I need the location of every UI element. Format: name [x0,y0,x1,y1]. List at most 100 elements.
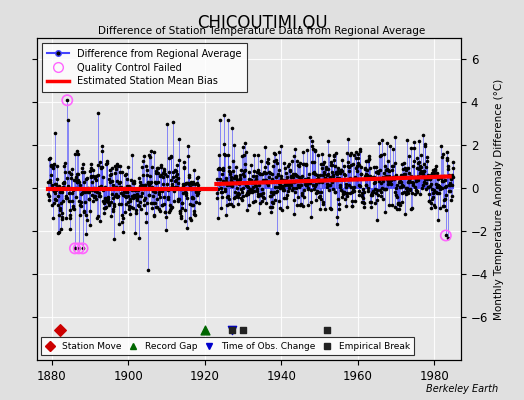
Point [103,158,111,164]
Point [434,217,442,224]
Point [356,146,364,152]
Point [315,178,323,185]
Point [49,215,58,221]
Point [431,204,439,210]
Point [279,195,288,201]
Point [169,119,177,125]
Point [228,179,236,185]
Point [52,187,60,193]
Point [156,208,164,214]
Point [436,185,444,192]
Point [149,188,158,194]
Point [311,171,319,177]
Point [385,173,394,180]
Point [69,186,78,193]
Point [386,143,394,150]
Point [309,186,318,193]
Point [106,172,114,178]
Point [373,186,381,193]
Point [106,199,115,205]
Point [426,182,434,189]
Point [216,176,224,182]
Point [129,192,138,198]
Point [372,190,380,196]
Point [309,170,317,176]
Point [174,198,183,204]
Point [276,185,285,192]
Point [78,190,86,196]
Point [63,97,71,104]
Point [125,202,133,209]
Point [113,161,121,168]
Point [394,201,402,207]
Point [341,196,349,202]
Point [159,181,167,188]
Point [373,217,381,223]
Point [443,155,451,161]
Point [441,184,450,190]
Point [318,201,326,207]
Point [403,188,411,194]
Point [390,176,398,182]
Point [422,176,431,183]
Point [193,180,201,187]
Point [219,178,227,184]
Point [75,182,84,188]
Point [236,194,245,201]
Point [369,188,377,195]
Point [412,188,421,194]
Point [308,158,316,165]
Point [270,150,279,157]
Point [168,181,176,188]
Point [307,198,315,205]
Point [269,191,278,197]
Point [177,186,185,192]
Point [170,198,179,204]
Point [238,189,246,195]
Point [290,153,298,160]
Point [132,207,140,213]
Point [303,181,311,188]
Point [96,159,104,166]
Point [105,202,113,208]
Point [164,187,172,193]
Point [191,189,200,195]
Point [291,171,299,178]
Point [108,182,117,188]
Point [320,169,328,175]
Point [410,139,418,146]
Point [407,206,416,212]
Point [92,176,101,183]
Point [353,168,362,174]
Point [369,164,378,170]
Point [167,177,175,183]
Point [149,200,157,206]
Point [139,153,148,159]
Point [268,176,277,182]
Point [299,203,308,209]
Point [221,186,229,192]
Point [53,163,62,169]
Point [370,174,378,180]
Point [422,186,431,192]
Point [108,165,116,172]
Point [60,179,68,186]
Point [71,194,80,200]
Point [119,215,127,221]
Point [95,190,104,196]
Point [48,202,56,209]
Point [316,189,325,196]
Point [274,172,282,178]
Point [242,148,250,155]
Point [99,198,107,204]
Point [181,218,189,224]
Point [104,199,112,206]
Point [155,206,163,212]
Point [240,168,248,174]
Point [253,188,261,194]
Point [178,200,186,206]
Point [373,197,381,204]
Point [356,164,365,170]
Point [148,164,156,170]
Point [110,236,118,242]
